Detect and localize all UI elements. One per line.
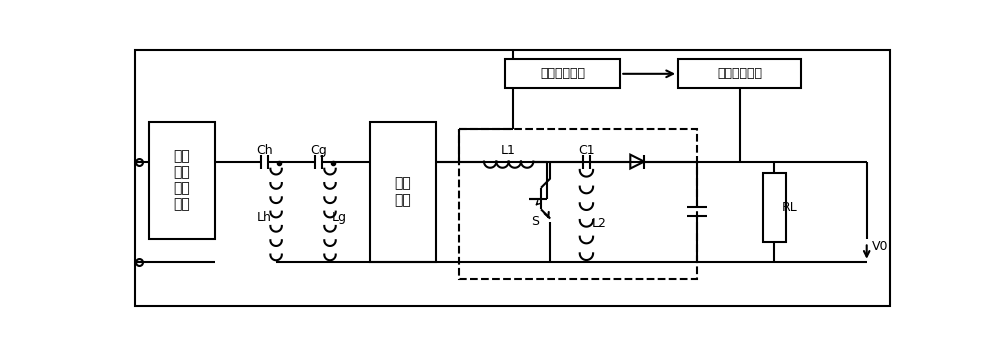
Text: S: S	[531, 215, 539, 228]
Text: Ch: Ch	[256, 144, 273, 157]
Text: V0: V0	[872, 240, 889, 253]
Text: L1: L1	[501, 144, 516, 157]
Polygon shape	[630, 155, 644, 169]
Text: L2: L2	[591, 217, 606, 230]
Bar	[459, 129, 697, 279]
Bar	[505, 59, 620, 88]
Bar	[149, 121, 215, 239]
Bar	[370, 121, 436, 262]
Text: 逆变
功率
放大
电路: 逆变 功率 放大 电路	[173, 149, 190, 211]
Text: 负载检测模块: 负载检测模块	[717, 67, 762, 80]
Text: Cg: Cg	[310, 144, 327, 157]
Bar	[763, 173, 786, 243]
Text: 整流
电路: 整流 电路	[394, 176, 411, 207]
Text: 变换调节模块: 变换调节模块	[540, 67, 585, 80]
Text: RL: RL	[782, 201, 798, 214]
Text: Lh: Lh	[256, 211, 271, 224]
Text: Lg: Lg	[332, 211, 347, 224]
Bar	[678, 59, 801, 88]
Text: C1: C1	[578, 144, 595, 157]
